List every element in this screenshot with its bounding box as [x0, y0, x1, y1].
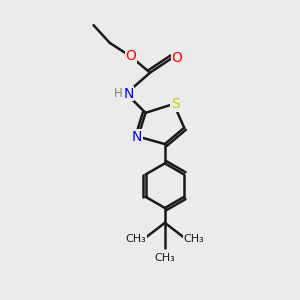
Text: N: N — [131, 130, 142, 144]
Text: CH₃: CH₃ — [126, 234, 146, 244]
Text: S: S — [171, 97, 180, 111]
Text: O: O — [125, 50, 136, 63]
Text: H: H — [113, 87, 122, 100]
Text: CH₃: CH₃ — [183, 234, 204, 244]
Text: N: N — [123, 86, 134, 100]
Text: CH₃: CH₃ — [154, 253, 175, 262]
Text: O: O — [171, 51, 182, 65]
